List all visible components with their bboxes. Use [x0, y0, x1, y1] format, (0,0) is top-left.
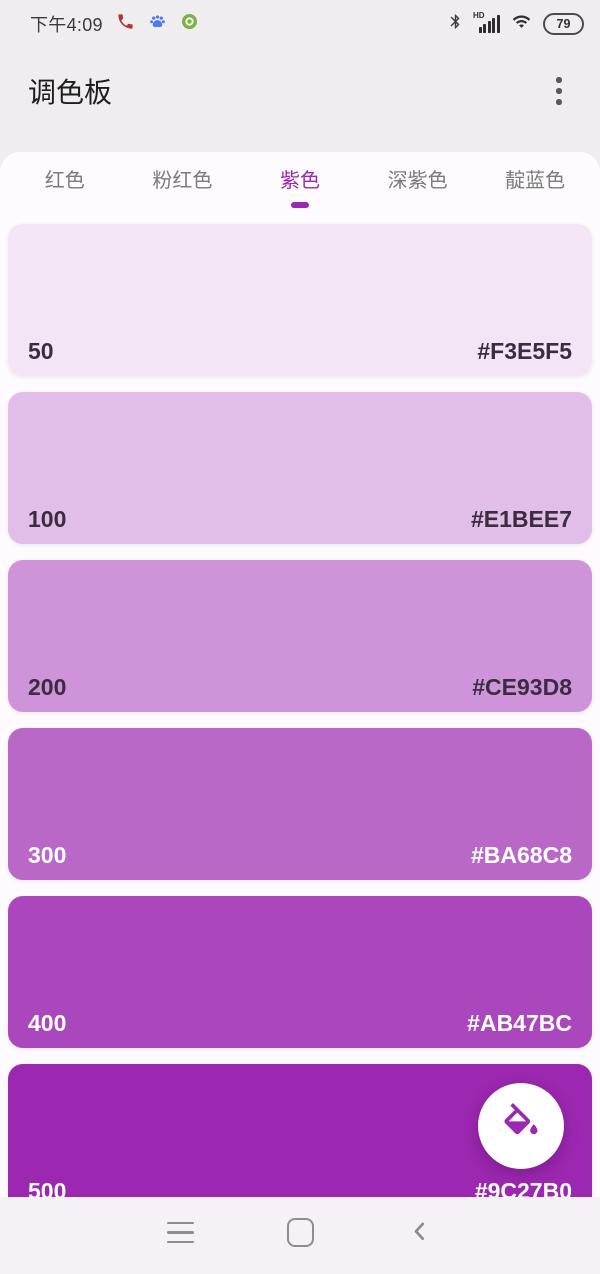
color-swatch-card[interactable]: 100 #E1BEE7	[8, 392, 592, 544]
navigation-bar	[0, 1197, 600, 1274]
battery-icon: 79	[543, 13, 584, 35]
swatch-shade-label: 300	[28, 842, 67, 868]
color-swatch-card[interactable]: 50 #F3E5F5	[8, 224, 592, 376]
color-swatch-card[interactable]: 400 #AB47BC	[8, 896, 592, 1048]
swatch-shade-label: 200	[28, 674, 67, 700]
tab-label: 红色	[44, 170, 85, 192]
palette-list: 50 #F3E5F5 100 #E1BEE7 200 #CE93D8 300 #…	[0, 218, 600, 1216]
call-icon	[116, 12, 135, 36]
tab-bar: 红色 粉红色 紫色 深紫色 靛蓝色	[0, 152, 600, 218]
tab-label: 靛蓝色	[505, 170, 566, 192]
nav-home-button[interactable]	[278, 1211, 322, 1255]
tab-label: 深紫色	[387, 170, 448, 192]
app-bar: 调色板	[0, 44, 600, 152]
swatch-hex-label: #E1BEE7	[470, 506, 572, 532]
tab-indicator	[290, 202, 309, 208]
battery-percent: 79	[556, 17, 571, 31]
bluetooth-icon	[447, 12, 464, 36]
nav-menu-button[interactable]	[158, 1211, 202, 1255]
page-title: 调色板	[28, 77, 113, 108]
color-swatch-card[interactable]: 300 #BA68C8	[8, 728, 592, 880]
fill-color-fab-button[interactable]	[478, 1083, 564, 1169]
paint-bucket-icon	[499, 1102, 543, 1150]
signal-bars-icon: HD	[473, 11, 500, 35]
tab-4[interactable]: 靛蓝色	[476, 152, 594, 218]
paw-icon	[148, 12, 167, 36]
overflow-menu-button[interactable]	[538, 70, 580, 112]
home-icon	[286, 1218, 314, 1247]
swatch-hex-label: #F3E5F5	[477, 338, 572, 364]
status-time: 下午4:09	[30, 15, 103, 35]
tab-0[interactable]: 红色	[6, 152, 124, 218]
swatch-shade-label: 400	[28, 1010, 67, 1036]
swatch-shade-label: 100	[28, 506, 67, 532]
security-app-icon	[180, 12, 199, 36]
swatch-hex-label: #AB47BC	[467, 1010, 572, 1036]
tab-1[interactable]: 粉红色	[124, 152, 242, 218]
swatch-hex-label: #BA68C8	[471, 842, 572, 868]
wifi-icon	[509, 12, 534, 36]
nav-back-button[interactable]	[398, 1211, 442, 1255]
menu-icon	[166, 1221, 194, 1244]
tab-label: 紫色	[279, 170, 320, 192]
status-bar: 下午4:09 HD 79	[0, 0, 600, 44]
tab-3[interactable]: 深紫色	[359, 152, 477, 218]
tab-2[interactable]: 紫色	[241, 152, 359, 218]
hd-badge: HD	[473, 11, 485, 20]
swatch-hex-label: #CE93D8	[472, 674, 572, 700]
tab-label: 粉红色	[152, 170, 213, 192]
back-chevron-icon	[407, 1218, 433, 1247]
color-swatch-card[interactable]: 200 #CE93D8	[8, 560, 592, 712]
swatch-shade-label: 50	[28, 338, 54, 364]
